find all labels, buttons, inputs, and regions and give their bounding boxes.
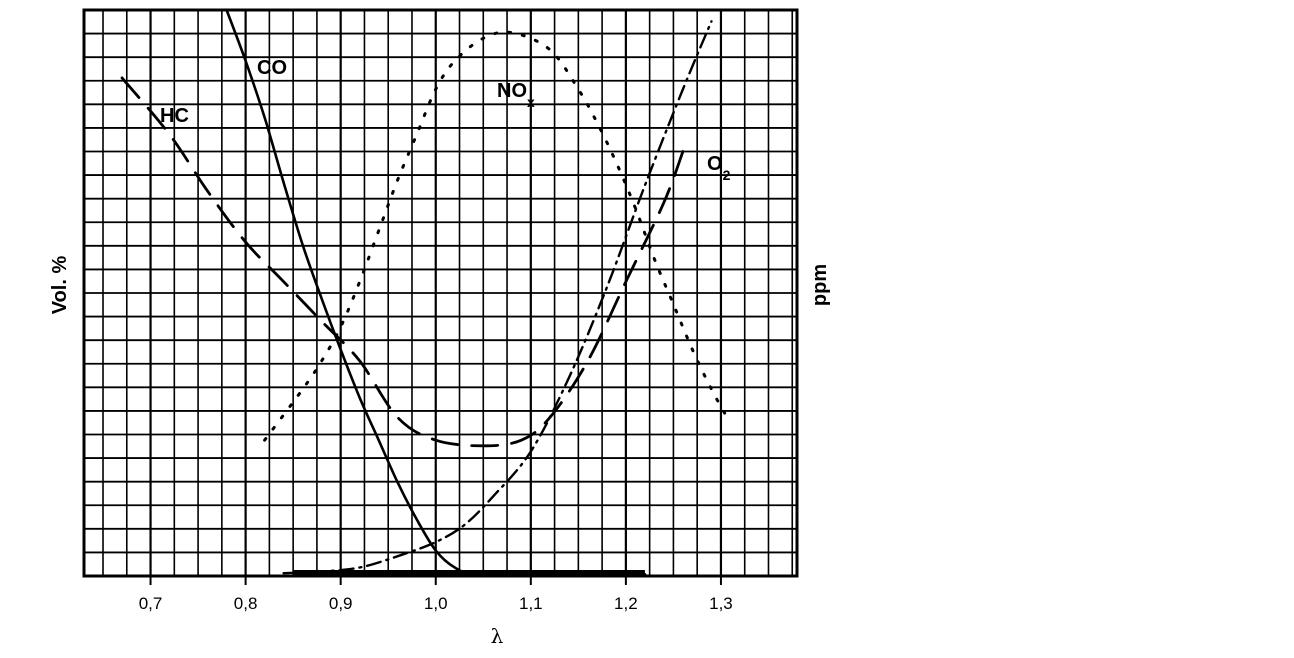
co-label: CO <box>257 57 287 79</box>
o2-label: O2 <box>707 153 731 183</box>
hc-label: HC <box>160 105 189 127</box>
x-tick-label: 1,2 <box>614 594 638 613</box>
o2-label-main: O <box>707 153 723 175</box>
x-tick-label: 0,7 <box>139 594 163 613</box>
x-axis-ticks: 0,7 0,8 0,9 1,0 1,1 1,2 1,3 <box>139 576 733 613</box>
nox-label-sub: x <box>527 94 535 110</box>
series-line-nox <box>263 30 732 442</box>
nox-label-main: NO <box>497 80 527 102</box>
x-tick-label: 1,3 <box>709 594 733 613</box>
x-tick-label: 0,9 <box>329 594 353 613</box>
x-axis-label: λ <box>491 624 504 648</box>
series-line-hc <box>120 76 685 448</box>
x-tick-label: 1,0 <box>424 594 448 613</box>
series-lines <box>120 8 732 576</box>
x-tick-label: 1,1 <box>519 594 543 613</box>
nox-label: NOx <box>497 80 535 110</box>
y-axis-right-label: ppm <box>809 264 831 306</box>
series-line-o2 <box>282 20 713 575</box>
x-tick-label: 0,8 <box>234 594 258 613</box>
o2-label-sub: 2 <box>723 167 731 183</box>
chart-grid <box>84 9 797 577</box>
y-axis-left-label: Vol. % <box>49 256 71 315</box>
